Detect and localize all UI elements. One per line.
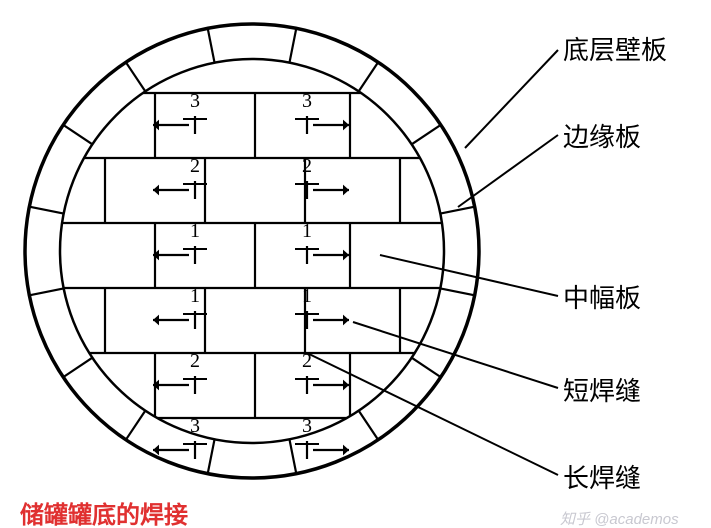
inner-ring bbox=[60, 59, 444, 443]
ring-segment-line bbox=[440, 288, 474, 295]
callout-label: 边缘板 bbox=[563, 117, 641, 154]
diagram-caption: 储罐罐底的焊接 bbox=[20, 495, 188, 528]
weld-arrow-head bbox=[343, 380, 349, 391]
leader-line bbox=[458, 135, 558, 207]
weld-sequence-number: 1 bbox=[185, 285, 205, 308]
leader-line bbox=[380, 255, 558, 296]
weld-sequence-number: 1 bbox=[185, 220, 205, 243]
weld-arrow-head bbox=[343, 445, 349, 456]
weld-arrow-head bbox=[153, 315, 159, 326]
ring-segment-line bbox=[126, 62, 145, 91]
weld-sequence-number: 1 bbox=[297, 285, 317, 308]
ring-segment-line bbox=[359, 62, 378, 91]
leader-line bbox=[353, 322, 558, 388]
ring-segment-line bbox=[63, 358, 92, 377]
weld-arrow-head bbox=[153, 185, 159, 196]
weld-arrow-head bbox=[343, 120, 349, 131]
weld-sequence-number: 2 bbox=[297, 350, 317, 373]
weld-sequence-number: 1 bbox=[297, 220, 317, 243]
weld-arrow-head bbox=[343, 250, 349, 261]
ring-segment-line bbox=[29, 288, 63, 295]
callout-label: 长焊缝 bbox=[563, 458, 641, 495]
ring-segment-line bbox=[29, 207, 63, 214]
ring-segment-line bbox=[63, 125, 92, 144]
callout-label: 中幅板 bbox=[563, 278, 641, 315]
weld-sequence-number: 2 bbox=[297, 155, 317, 178]
weld-marks bbox=[153, 114, 349, 459]
diagram-container: { "diagram": { "type": "infographic", "t… bbox=[0, 0, 711, 528]
weld-sequence-number: 2 bbox=[185, 350, 205, 373]
weld-arrow-head bbox=[343, 315, 349, 326]
callout-label: 短焊缝 bbox=[563, 371, 641, 408]
weld-sequence-number: 2 bbox=[185, 155, 205, 178]
leader-line bbox=[465, 50, 558, 148]
ring-segment-line bbox=[412, 358, 441, 377]
ring-segment-line bbox=[208, 28, 215, 62]
weld-sequence-number: 3 bbox=[297, 415, 317, 438]
callout-label: 底层壁板 bbox=[563, 30, 667, 67]
ring-segment-line bbox=[412, 125, 441, 144]
ring-segment-line bbox=[289, 28, 296, 62]
diagram-svg bbox=[0, 0, 711, 528]
ring-segment-line bbox=[208, 439, 215, 473]
ring-segment-line bbox=[126, 411, 145, 440]
ring-segment-line bbox=[440, 207, 474, 214]
weld-sequence-number: 3 bbox=[185, 415, 205, 438]
ring-segment-line bbox=[359, 411, 378, 440]
weld-arrow-head bbox=[343, 185, 349, 196]
weld-sequence-number: 3 bbox=[185, 90, 205, 113]
weld-sequence-number: 3 bbox=[297, 90, 317, 113]
